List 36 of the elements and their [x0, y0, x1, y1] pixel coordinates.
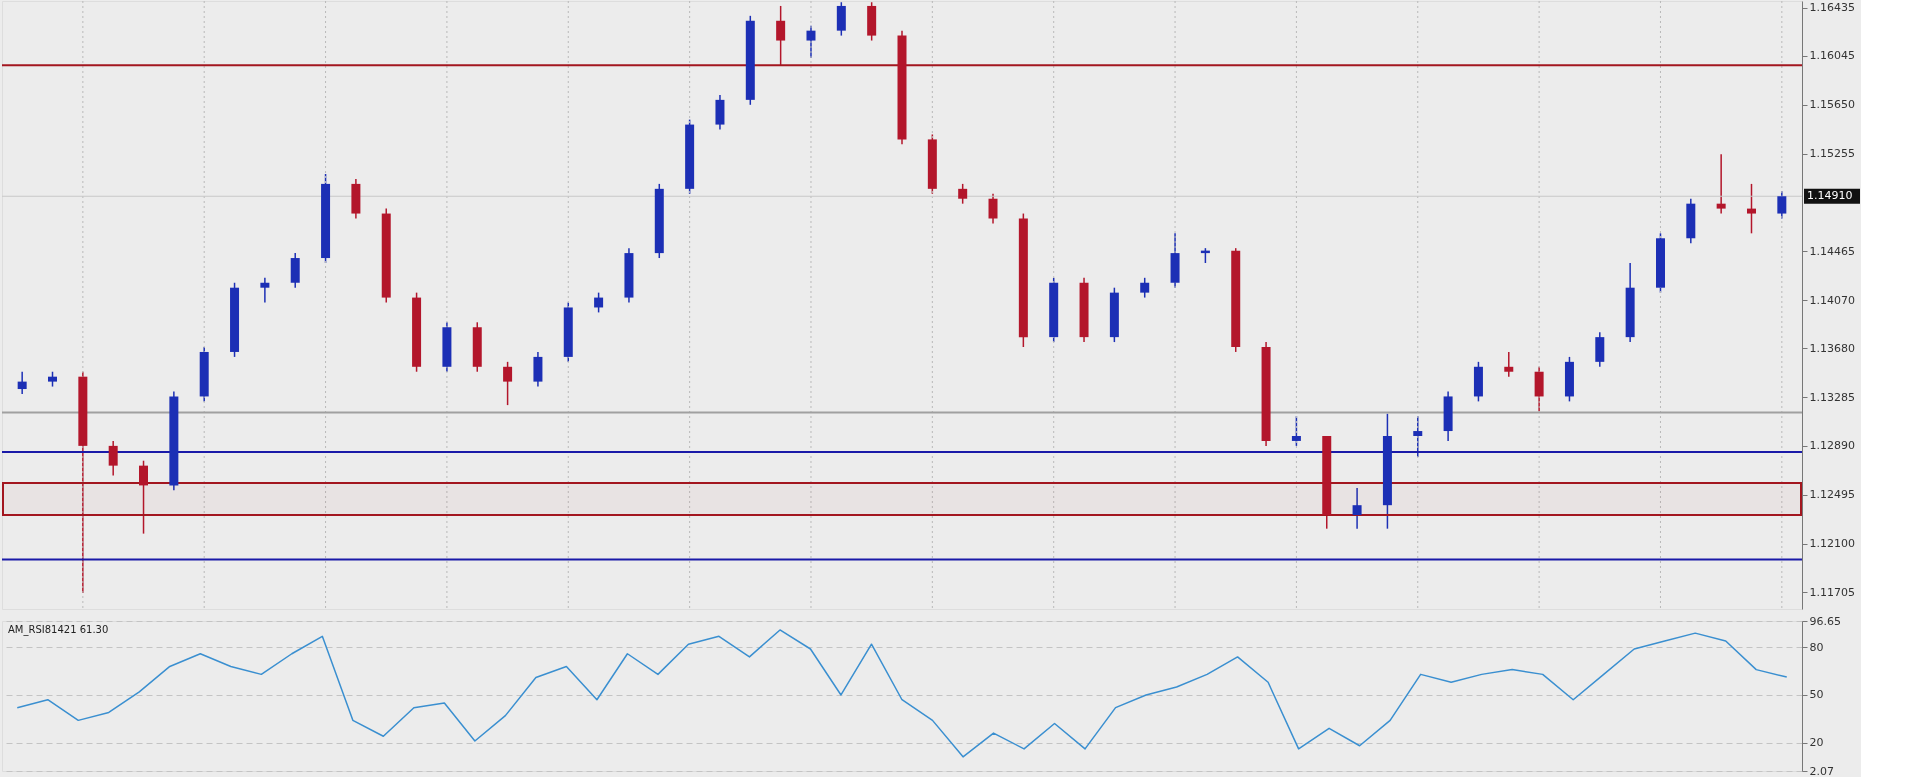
- y-tick-label: 1.12100: [1809, 537, 1855, 550]
- y-tick-label: 1.13680: [1809, 341, 1855, 355]
- candlestick: [139, 459, 149, 535]
- candlestick: [1140, 277, 1150, 299]
- candlestick: [988, 193, 998, 225]
- y-tick-label: 1.14070: [1809, 293, 1855, 307]
- y-tick-label: 80: [1809, 640, 1824, 654]
- candlestick: [1777, 190, 1787, 220]
- candlestick: [1352, 487, 1362, 530]
- y-tick-label: 1.16045: [1809, 49, 1855, 63]
- y-tick-label: 96.65: [1809, 614, 1841, 628]
- candlestick: [503, 361, 513, 406]
- y-tick-label: 1.12495: [1809, 488, 1855, 502]
- candlestick: [1746, 183, 1756, 235]
- y-tick-label: 2.07: [1809, 764, 1834, 777]
- candlestick: [260, 277, 270, 304]
- y-tick-label: 1.16435: [1809, 1, 1855, 15]
- y-tick-label: 1.13285: [1809, 390, 1855, 404]
- y-tick-label: 1.11705: [1809, 585, 1855, 599]
- candlestick: [1504, 351, 1514, 378]
- y-tick-label: 1.14465: [1809, 244, 1855, 258]
- candlestick: [1291, 415, 1301, 447]
- y-tick-label: 1.15255: [1809, 147, 1855, 161]
- candlestick: [108, 440, 118, 477]
- y-tick-label: 50: [1809, 688, 1824, 702]
- chart-title: AM_RSI81421 61.30: [8, 624, 109, 636]
- y-tick-label: 1.12890: [1809, 439, 1855, 453]
- y-tick-label: 20: [1809, 736, 1824, 750]
- candlestick: [17, 370, 27, 395]
- candlestick: [594, 291, 604, 314]
- y-tick-label: 1.15650: [1809, 98, 1855, 112]
- candlestick: [776, 5, 786, 67]
- candlestick: [1413, 415, 1423, 458]
- candlestick: [1716, 153, 1726, 215]
- ref-line-label: 1.14910: [1807, 189, 1853, 203]
- candlestick: [958, 183, 968, 205]
